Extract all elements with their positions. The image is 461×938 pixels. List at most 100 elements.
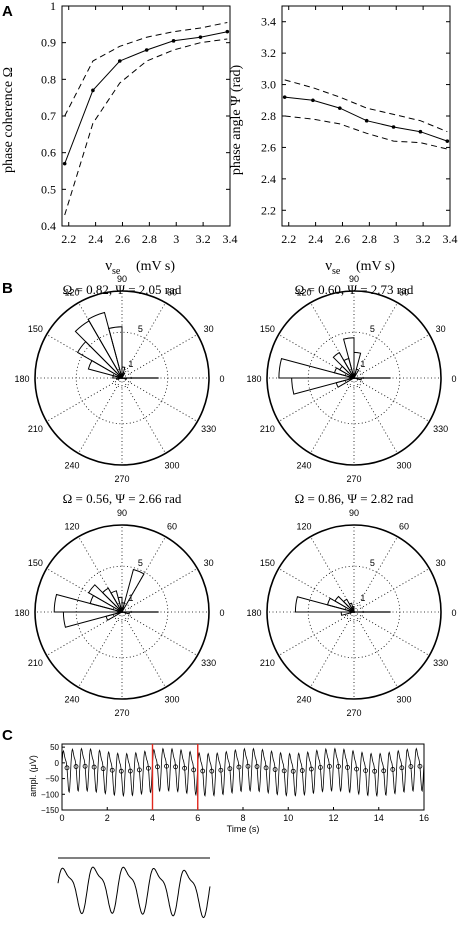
rose-angle-label: 180	[246, 608, 261, 618]
x-tick-label: 3	[173, 232, 179, 246]
data-point	[225, 29, 230, 34]
rose-bin-wedge	[335, 377, 355, 388]
xlabel-sub: se	[112, 266, 121, 277]
data-point	[418, 129, 423, 134]
rose-angle-label: 120	[64, 287, 79, 297]
y-tick-label: 0.4	[41, 219, 56, 233]
rose-radial-label: 5	[138, 558, 143, 568]
chart-eeg-zoom	[57, 857, 211, 919]
y-tick-label: 0.7	[41, 109, 56, 123]
data-point	[337, 106, 342, 110]
y-tick-label: 3.0	[261, 78, 276, 92]
rose-bin-wedge	[88, 584, 123, 613]
rose-bin-wedge	[112, 374, 123, 379]
rose-angle-label: 240	[64, 461, 79, 471]
data-point	[117, 59, 122, 63]
phase-marker	[354, 766, 359, 772]
chart-phase-coherence: 2.2 2.4 2.6 2.8 3 3.2 3.4 0.4 0.5 0.6 0.7 0.8 0.9 1 p…	[1, 0, 238, 277]
rose-angle-label: 90	[117, 508, 127, 518]
rose-spoke	[353, 302, 398, 379]
x-tick-label: 2.6	[335, 232, 350, 246]
confidence-bound-line	[64, 38, 228, 216]
x-tick-label: 2	[105, 813, 110, 823]
y-tick-label: 50	[50, 743, 59, 752]
confidence-bound-line	[64, 22, 228, 117]
phase-marker	[109, 767, 115, 773]
rose-angle-label: 30	[436, 324, 446, 334]
rose-title: Ω = 0.82, Ψ = 2.05 rad	[63, 282, 182, 297]
y-tick-label: 3.2	[261, 46, 276, 60]
rose-spoke	[78, 377, 123, 454]
data-point	[311, 98, 315, 103]
y-tick-label: 2.8	[261, 109, 276, 123]
rose-angle-label: 120	[296, 287, 311, 297]
rose-bin-wedge	[53, 593, 123, 613]
phase-marker	[182, 765, 188, 771]
rose-angle-label: 270	[346, 474, 361, 484]
rose-bin-wedge	[110, 590, 123, 613]
x-tick-label: 6	[195, 813, 200, 823]
rose-spoke	[121, 568, 198, 613]
y-tick-label: 0.5	[41, 182, 56, 196]
phase-marker	[227, 766, 233, 772]
rose-angle-label: 30	[436, 558, 446, 568]
y-tick-label: 0.6	[41, 146, 56, 160]
rose-angle-label: 90	[349, 508, 359, 518]
rose-bin-wedge	[121, 372, 126, 379]
phase-marker	[281, 768, 287, 774]
phase-marker	[399, 765, 405, 771]
rose-bin-wedge	[121, 568, 145, 613]
rose-bin-wedge	[340, 611, 355, 616]
panel-label-a: A	[2, 3, 13, 20]
rose-angle-label: 240	[296, 461, 311, 471]
axes-frame	[61, 743, 425, 811]
rose-angle-label: 90	[117, 274, 127, 284]
phase-marker	[408, 764, 414, 769]
rose-angle-label: 240	[296, 695, 311, 705]
confidence-bound-line	[284, 115, 448, 150]
eeg-trace	[61, 747, 425, 798]
phase-marker	[299, 768, 305, 773]
rose-bin-wedge	[76, 340, 123, 379]
rose-radial-label: 1	[360, 593, 365, 603]
data-point	[282, 95, 287, 99]
phase-marker	[146, 765, 151, 771]
rose-bin-wedge	[121, 366, 126, 379]
phase-marker	[345, 765, 350, 770]
phase-marker	[209, 768, 215, 774]
ylabel: ampl. (μV)	[28, 755, 38, 797]
rose-plot-2: Ω = 0.60, Ψ = 2.73 rad 0 30 60 90 120 150 180 2…	[246, 274, 456, 484]
rose-spoke	[353, 536, 398, 613]
rose-bin-wedge	[101, 587, 123, 613]
marks	[282, 79, 450, 150]
rose-angle-label: 60	[399, 287, 409, 297]
x-tick-label: 3.2	[416, 232, 431, 246]
confidence-bound-line	[284, 79, 448, 133]
rose-angle-label: 30	[204, 324, 214, 334]
rose-angle-label: 330	[433, 658, 448, 668]
phase-marker	[236, 764, 242, 770]
ylabel: phase angle Ψ (rad)	[229, 65, 244, 176]
rose-plot-4: Ω = 0.86, Ψ = 2.82 rad 0 30 60 90 120 150 180 2…	[246, 491, 456, 718]
rose-angle-label: 120	[296, 521, 311, 531]
y-tick-label: −100	[41, 790, 60, 799]
data-point	[391, 125, 396, 129]
rose-bin-wedge	[278, 357, 355, 379]
data-point	[62, 161, 67, 166]
xlabel-unit: (mV s)	[136, 259, 175, 274]
rose-radial-label: 1	[128, 593, 133, 603]
phase-marker	[372, 768, 378, 774]
x-tick-label: 2.8	[362, 232, 377, 246]
data-point	[91, 88, 95, 93]
x-tick-label: 12	[328, 813, 338, 823]
rose-angle-label: 300	[164, 461, 179, 471]
rose-angle-label: 120	[64, 521, 79, 531]
rose-angle-label: 330	[201, 424, 216, 434]
marks	[62, 22, 230, 216]
phase-marker	[73, 764, 79, 769]
rose-bin-wedge	[342, 337, 355, 379]
rose-angle-label: 150	[260, 558, 275, 568]
rose-angle-label: 330	[201, 658, 216, 668]
rose-bin-wedge	[326, 597, 355, 613]
xlabel: ν	[325, 258, 332, 274]
